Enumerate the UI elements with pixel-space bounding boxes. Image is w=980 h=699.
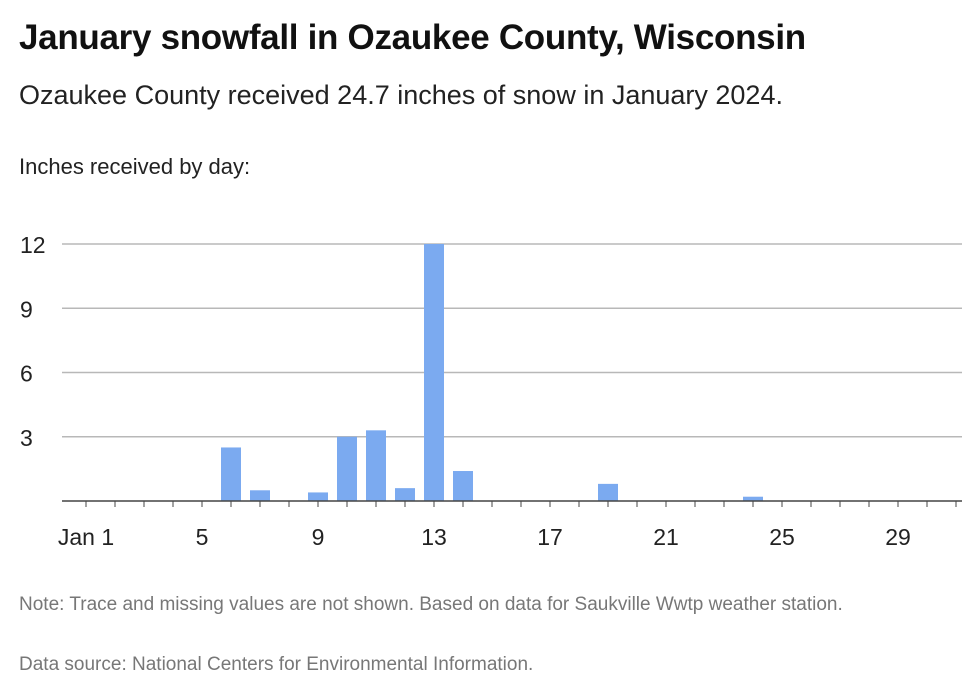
bar-jan-13 xyxy=(424,244,444,501)
bar-jan-10 xyxy=(337,436,357,501)
y-axis-label: Inches received by day: xyxy=(19,154,251,179)
data-source: Data source: National Centers for Enviro… xyxy=(19,654,534,675)
bar-jan-7 xyxy=(250,490,270,501)
x-tick-label: 9 xyxy=(312,524,325,550)
x-tick-label: Jan 1 xyxy=(58,524,114,550)
y-tick-label: 9 xyxy=(20,296,33,322)
bar-jan-14 xyxy=(453,471,473,501)
x-tick-label: 29 xyxy=(885,524,911,550)
y-tick-label: 3 xyxy=(20,425,33,451)
footnote: Note: Trace and missing values are not s… xyxy=(19,594,843,615)
x-tick-label: 5 xyxy=(196,524,209,550)
x-tick-labels: Jan 1 5 9 13 17 21 25 29 xyxy=(58,524,911,550)
y-tick-labels: 3 6 9 12 xyxy=(20,232,46,451)
y-tick-label: 6 xyxy=(20,361,33,387)
snowfall-bar-chart: 3 6 9 12 Jan 1 5 9 13 17 21 25 29 xyxy=(20,232,962,550)
gridlines xyxy=(62,243,962,438)
bar-jan-12 xyxy=(395,488,415,501)
x-tick-label: 13 xyxy=(421,524,447,550)
bar-jan-11 xyxy=(366,430,386,501)
x-axis xyxy=(62,500,962,507)
x-tick-label: 21 xyxy=(653,524,679,550)
chart-title: January snowfall in Ozaukee County, Wisc… xyxy=(19,18,806,57)
bar-jan-9 xyxy=(308,492,328,501)
bar-jan-19 xyxy=(598,483,618,501)
bar-jan-6 xyxy=(221,447,241,501)
x-tick-label: 17 xyxy=(537,524,563,550)
bars xyxy=(221,244,763,501)
x-tick-label: 25 xyxy=(769,524,795,550)
bar-jan-24 xyxy=(743,496,763,501)
y-tick-label: 12 xyxy=(20,232,46,258)
chart-subtitle: Ozaukee County received 24.7 inches of s… xyxy=(19,80,783,110)
